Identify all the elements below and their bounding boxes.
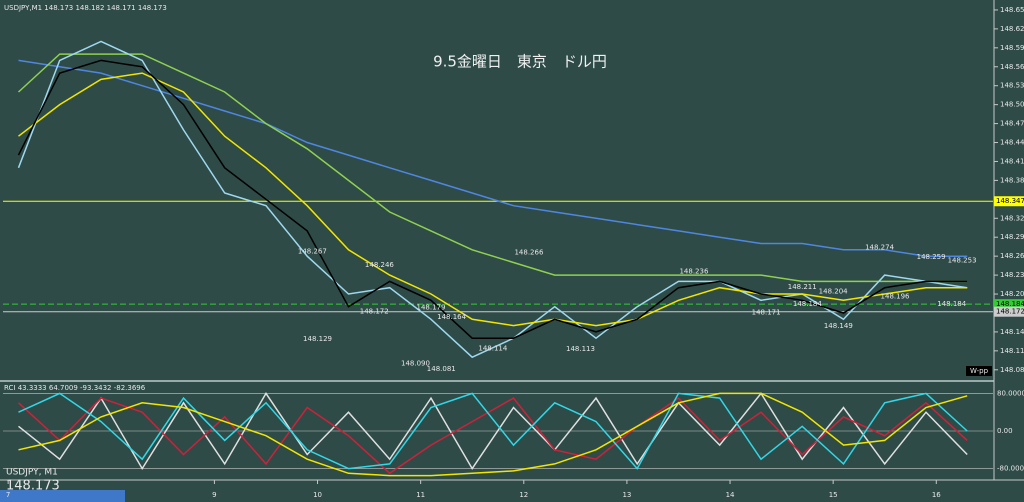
y-tick-label: 148.230: [1000, 271, 1024, 279]
y-tick-label: 148.440: [1000, 139, 1024, 147]
series-line: [18, 72, 968, 327]
y-tick-label: 148.320: [1000, 214, 1024, 222]
series-line: [18, 392, 968, 470]
price-annotation: 148.171: [752, 308, 781, 316]
series-line: [18, 59, 968, 257]
x-tick-label: 13: [622, 491, 631, 499]
x-tick-label: 14: [726, 491, 735, 499]
price-annotation: 148.179: [416, 303, 445, 311]
price-annotation: 148.113: [566, 345, 595, 353]
indicator-tick-label: 80.0000: [997, 389, 1024, 397]
x-tick-label: 9: [212, 491, 216, 499]
price-annotation: 148.129: [303, 335, 332, 343]
price-annotation: 148.184: [793, 300, 822, 308]
x-tick-label: 11: [416, 491, 425, 499]
indicator-header: RCI 43.3333 64.7009 -93.3432 -82.3696: [4, 384, 146, 392]
time-axis: [0, 480, 1024, 502]
series-line: [17, 40, 968, 359]
price-annotation: 148.149: [824, 322, 853, 330]
price-annotation: 148.236: [679, 267, 708, 275]
price-level-label: 148.172: [996, 308, 1024, 316]
y-tick-label: 148.260: [1000, 252, 1024, 260]
y-tick-label: 148.590: [1000, 44, 1024, 52]
y-tick-label: 148.080: [1000, 366, 1024, 374]
chart-title: 9.5金曜日 東京 ドル円: [433, 53, 607, 71]
symbol-label: USDJPY, M1: [6, 468, 58, 478]
price-annotation: 148.184: [937, 300, 966, 308]
y-tick-label: 148.530: [1000, 82, 1024, 90]
price-annotation: 148.274: [865, 243, 894, 251]
series-line: [18, 392, 968, 477]
series-line: [17, 59, 968, 339]
price-annotation: 148.246: [365, 261, 394, 269]
corner-label: W-pp: [970, 367, 989, 375]
price-level-label: 148.347: [996, 197, 1024, 205]
price-annotation: 148.259: [917, 253, 946, 261]
price-annotation: 148.164: [437, 313, 466, 321]
price-annotation: 148.090: [401, 359, 430, 367]
y-tick-label: 148.290: [1000, 233, 1024, 241]
price-annotation: 148.211: [788, 283, 817, 291]
x-tick-label: 7: [6, 491, 10, 499]
panel-separator: [0, 380, 994, 382]
indicator-tick-label: -80.0000: [997, 465, 1024, 473]
y-tick-label: 148.560: [1000, 63, 1024, 71]
y-tick-label: 148.500: [1000, 101, 1024, 109]
price-annotation: 148.266: [514, 248, 543, 256]
series-line: [18, 391, 968, 471]
last-price: 148.173: [6, 479, 60, 494]
price-annotation: 148.081: [427, 365, 456, 373]
y-tick-label: 148.470: [1000, 120, 1024, 128]
price-annotation: 148.172: [360, 308, 389, 316]
price-annotation: 148.196: [881, 293, 910, 301]
price-annotation: 148.267: [298, 248, 327, 256]
y-tick-label: 148.620: [1000, 25, 1024, 33]
corner-box: [966, 366, 992, 376]
x-tick-label: 10: [313, 491, 322, 499]
y-tick-label: 148.140: [1000, 328, 1024, 336]
indicator-tick-label: 0.00: [997, 427, 1013, 435]
price-level-box: [994, 299, 1024, 310]
y-tick-label: 148.650: [1000, 6, 1024, 14]
price-annotation: 148.253: [948, 257, 977, 265]
x-tick-label: 12: [519, 491, 528, 499]
x-tick-label: 15: [829, 491, 838, 499]
y-tick-label: 148.380: [1000, 176, 1024, 184]
price-level-label: 148.184: [996, 300, 1024, 308]
series-line: [17, 53, 968, 283]
chart-header: USDJPY,M1 148.173 148.182 148.171 148.17…: [4, 4, 167, 12]
price-annotation: 148.204: [819, 288, 848, 296]
x-tick-label: 16: [932, 491, 941, 499]
price-level-box: [994, 196, 1024, 207]
y-tick-label: 148.410: [1000, 157, 1024, 165]
y-tick-label: 148.200: [1000, 290, 1024, 298]
y-tick-label: 148.110: [1000, 347, 1024, 355]
series-line: [17, 397, 968, 475]
scrollbar[interactable]: [0, 490, 125, 502]
price-annotation: 148.114: [478, 344, 507, 352]
price-level-box: [994, 306, 1024, 317]
